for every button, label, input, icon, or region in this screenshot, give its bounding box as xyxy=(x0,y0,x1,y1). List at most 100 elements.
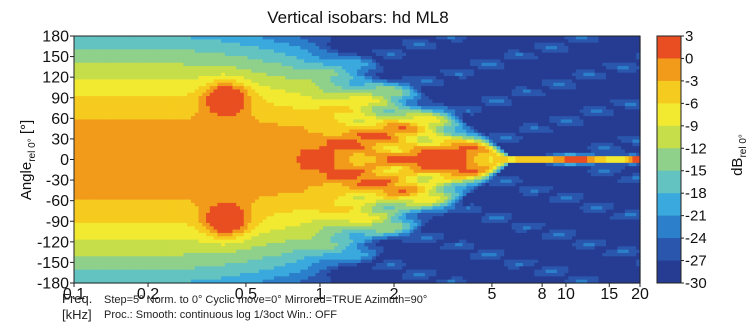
heatmap-cell xyxy=(126,106,132,111)
heatmap-cell xyxy=(187,202,192,207)
heatmap-cell xyxy=(145,156,151,161)
heatmap-cell xyxy=(209,226,215,231)
heatmap-cell xyxy=(130,69,135,74)
heatmap-cell xyxy=(209,86,215,91)
heatmap-cell xyxy=(104,142,109,147)
heatmap-cell xyxy=(190,229,196,234)
heatmap-cell xyxy=(304,179,309,184)
heatmap-cell xyxy=(138,222,143,227)
heatmap-cell xyxy=(130,159,135,164)
heatmap-cell xyxy=(168,189,173,194)
heatmap-cell xyxy=(281,242,286,247)
heatmap-cell xyxy=(89,122,94,127)
heatmap-cell xyxy=(251,62,256,67)
heatmap-cell xyxy=(157,59,162,64)
heatmap-cell xyxy=(277,279,283,284)
heatmap-cell xyxy=(100,69,105,74)
heatmap-cell xyxy=(289,46,294,50)
heatmap-cell xyxy=(202,136,207,141)
heatmap-cell xyxy=(304,52,309,57)
heatmap-cell xyxy=(115,79,120,84)
heatmap-cell xyxy=(175,52,181,57)
heatmap-cell xyxy=(198,196,203,201)
heatmap-cell xyxy=(262,129,268,134)
heatmap-cell xyxy=(228,262,234,267)
heatmap-cell xyxy=(172,252,177,257)
heatmap-cell xyxy=(251,272,256,277)
heatmap-cell xyxy=(100,219,105,224)
heatmap-cell xyxy=(262,232,268,237)
heatmap-cell xyxy=(258,49,264,54)
heatmap-cell xyxy=(74,226,79,231)
heatmap-cell xyxy=(157,102,162,107)
heatmap-cell xyxy=(202,52,207,57)
heatmap-cell xyxy=(202,152,207,157)
heatmap-cell xyxy=(198,132,203,137)
heatmap-cell xyxy=(198,96,203,101)
heatmap-cell xyxy=(172,142,177,147)
heatmap-cell xyxy=(240,216,245,221)
heatmap-cell xyxy=(111,89,117,94)
heatmap-cell xyxy=(232,242,237,247)
heatmap-cell xyxy=(285,122,290,127)
heatmap-cell xyxy=(141,279,147,284)
heatmap-cell xyxy=(104,46,109,50)
heatmap-cell xyxy=(96,56,102,60)
heatmap-cell xyxy=(149,162,154,167)
heatmap-cell xyxy=(206,106,211,111)
heatmap-cell xyxy=(247,106,252,111)
heatmap-cell xyxy=(277,106,283,111)
heatmap-cell xyxy=(149,202,154,207)
heatmap-cell xyxy=(232,72,237,77)
heatmap-cell xyxy=(164,102,169,107)
heatmap-cell xyxy=(157,142,162,147)
heatmap-cell xyxy=(77,39,83,44)
heatmap-cell xyxy=(240,139,245,144)
heatmap-cell xyxy=(198,192,203,197)
heatmap-cell xyxy=(160,279,166,284)
heatmap-cell xyxy=(130,96,135,101)
heatmap-cell xyxy=(168,156,173,161)
heatmap-cell xyxy=(74,122,79,127)
heatmap-cell xyxy=(172,132,177,137)
heatmap-cell xyxy=(130,166,135,171)
heatmap-cell xyxy=(217,212,222,217)
heatmap-cell xyxy=(153,49,158,54)
heatmap-cell xyxy=(164,59,169,64)
heatmap-cell xyxy=(179,112,185,117)
heatmap-cell xyxy=(251,129,256,134)
heatmap-cell xyxy=(145,99,151,104)
heatmap-cell xyxy=(74,59,79,64)
heatmap-cell xyxy=(81,276,86,281)
heatmap-cell xyxy=(119,172,124,177)
heatmap-cell xyxy=(221,252,226,257)
heatmap-cell xyxy=(194,109,200,114)
heatmap-cell xyxy=(194,49,200,54)
heatmap-cell xyxy=(296,226,301,231)
heatmap-cell xyxy=(258,132,264,137)
heatmap-cell xyxy=(85,199,90,204)
heatmap-cell xyxy=(206,176,211,181)
heatmap-cell xyxy=(104,112,109,117)
heatmap-cell xyxy=(92,236,98,241)
heatmap-cell xyxy=(77,122,83,127)
heatmap-cell xyxy=(266,136,271,141)
heatmap-cell xyxy=(224,272,230,277)
heatmap-cell xyxy=(232,186,237,191)
heatmap-cell xyxy=(81,219,86,224)
heatmap-cell xyxy=(74,129,79,134)
heatmap-cell xyxy=(104,246,109,251)
heatmap-cell xyxy=(217,82,222,87)
heatmap-cell xyxy=(224,102,230,107)
heatmap-cell xyxy=(236,216,241,221)
heatmap-cell xyxy=(111,262,117,267)
heatmap-cell xyxy=(221,169,226,174)
heatmap-cell xyxy=(300,139,305,144)
heatmap-cell xyxy=(277,212,283,217)
heatmap-cell xyxy=(277,269,283,274)
heatmap-cell xyxy=(255,266,260,271)
heatmap-cell xyxy=(172,232,177,237)
heatmap-cell xyxy=(281,99,286,104)
heatmap-cell xyxy=(160,96,166,101)
heatmap-cell xyxy=(240,72,245,77)
